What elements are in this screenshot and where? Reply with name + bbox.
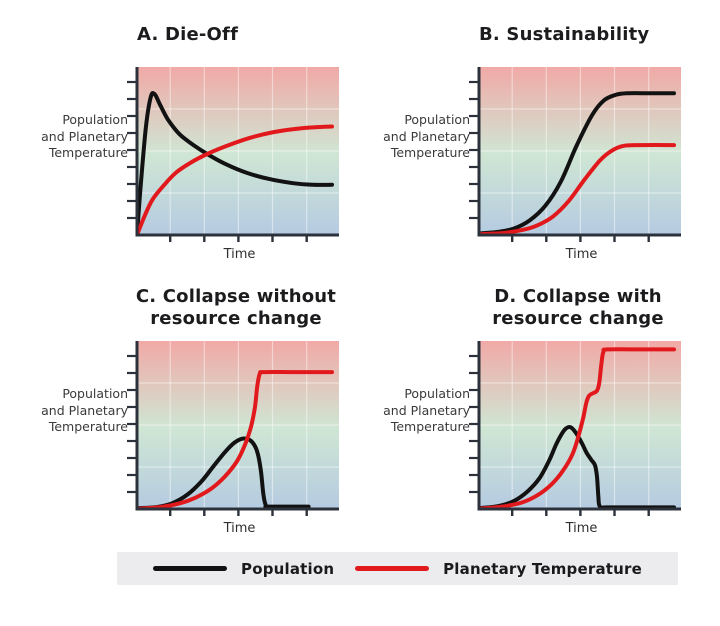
- panel-b-title: B. Sustainability: [479, 24, 684, 46]
- y-axis-label-line: Temperature: [48, 145, 128, 160]
- legend-item-planetary-temperature: Planetary Temperature: [355, 560, 642, 578]
- panel-d-plot: [469, 341, 681, 516]
- panel-d-x-axis-label: Time: [565, 521, 598, 536]
- y-axis-label-line: Population: [404, 112, 470, 127]
- panel-c-plot: [127, 341, 339, 516]
- panel-c-x-axis-label: Time: [223, 521, 256, 536]
- panel-a-plot: [127, 67, 339, 242]
- y-axis-label-line: Temperature: [390, 419, 470, 434]
- panel-c-title-line: C. Collapse without: [135, 286, 337, 307]
- y-axis-label-line: and Planetary: [41, 128, 128, 144]
- panel-a-y-axis-label: Population and Planetary Temperature: [8, 112, 128, 162]
- legend-label-population: Population: [241, 559, 335, 578]
- y-axis-label-line: and Planetary: [41, 402, 128, 418]
- panel-c-y-axis-label: Population and Planetary Temperature: [8, 386, 128, 436]
- panel-c-title: C. Collapse without resource change: [130, 286, 342, 330]
- panel-b-y-axis-label: Population and Planetary Temperature: [350, 112, 470, 162]
- panel-a-x-axis-label: Time: [223, 247, 256, 262]
- y-axis-label-line: and Planetary: [383, 402, 470, 418]
- y-axis-label-line: and Planetary: [383, 128, 470, 144]
- panel-d-title-line: D. Collapse with: [494, 286, 662, 307]
- population-line-swatch: [153, 566, 227, 571]
- y-axis-label-line: Temperature: [390, 145, 470, 160]
- legend-item-population: Population: [153, 560, 334, 578]
- panel-d-title-line: resource change: [492, 307, 664, 329]
- panel-d-title: D. Collapse with resource change: [472, 286, 684, 330]
- panel-a-title: A. Die-Off: [137, 24, 342, 46]
- legend-label-planetary-temperature: Planetary Temperature: [443, 559, 642, 578]
- panel-b-x-axis-label: Time: [565, 247, 598, 262]
- planetary-temperature-line-swatch: [355, 566, 430, 571]
- y-axis-label-line: Population: [62, 112, 128, 127]
- panel-b-title-line: B. Sustainability: [479, 24, 650, 45]
- panel-a-title-line: A. Die-Off: [137, 24, 239, 45]
- y-axis-label-line: Temperature: [48, 419, 128, 434]
- y-axis-label-line: Population: [62, 386, 128, 401]
- panel-b-plot: [469, 67, 681, 242]
- panel-d-y-axis-label: Population and Planetary Temperature: [350, 386, 470, 436]
- panel-c-title-line: resource change: [150, 307, 322, 329]
- y-axis-label-line: Population: [404, 386, 470, 401]
- legend: Population Planetary Temperature: [117, 552, 678, 585]
